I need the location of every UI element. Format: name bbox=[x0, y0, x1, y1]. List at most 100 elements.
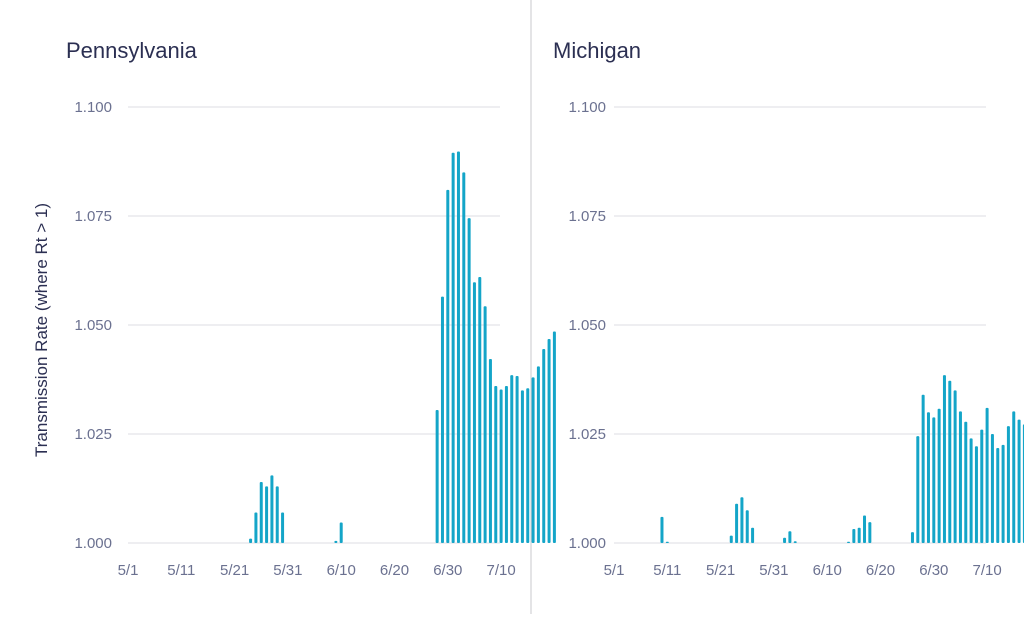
bar bbox=[275, 486, 279, 543]
x-tick-label: 5/1 bbox=[118, 562, 139, 579]
bar bbox=[974, 446, 978, 543]
bar bbox=[910, 532, 914, 543]
bar bbox=[751, 527, 755, 543]
bar bbox=[958, 411, 962, 543]
bar bbox=[735, 503, 739, 543]
bar bbox=[456, 151, 460, 543]
bar bbox=[852, 529, 856, 543]
y-axis-label: Transmission Rate (where Rt > 1) bbox=[32, 203, 51, 457]
bar bbox=[446, 189, 450, 543]
x-tick-label: 5/21 bbox=[220, 562, 249, 579]
bar bbox=[339, 522, 343, 543]
bar bbox=[510, 375, 514, 543]
x-tick-label: 6/30 bbox=[433, 562, 462, 579]
bar bbox=[281, 512, 285, 543]
x-tick-label: 5/31 bbox=[759, 562, 788, 579]
bar bbox=[259, 481, 263, 543]
bar bbox=[980, 429, 984, 543]
x-tick-label: 7/10 bbox=[972, 562, 1001, 579]
bar bbox=[857, 527, 861, 543]
bar bbox=[494, 386, 498, 543]
y-tick-label: 1.050 bbox=[74, 317, 112, 334]
bar bbox=[996, 447, 1000, 543]
chart-panel-michigan: 1.000 1.025 1.050 1.075 1.100 5/1 5/11 5/21 5/31… bbox=[568, 99, 1024, 579]
bar bbox=[990, 434, 994, 543]
y-tick-label: 1.075 bbox=[74, 208, 112, 225]
bar bbox=[1001, 444, 1005, 543]
bar bbox=[942, 375, 946, 543]
bar bbox=[536, 366, 540, 543]
bar bbox=[547, 338, 551, 543]
bar bbox=[542, 348, 546, 543]
y-tick-label: 1.075 bbox=[568, 208, 606, 225]
x-tick-label: 5/11 bbox=[167, 562, 195, 579]
bar bbox=[265, 486, 269, 543]
y-tick-label: 1.000 bbox=[568, 535, 606, 552]
bar bbox=[926, 412, 930, 543]
chart-panel-pennsylvania: 1.000 1.025 1.050 1.075 1.100 5/1 5/11 5/21 5/31… bbox=[74, 99, 556, 579]
x-tick-label: 6/10 bbox=[813, 562, 842, 579]
bar bbox=[793, 541, 797, 543]
bar bbox=[953, 390, 957, 543]
bar bbox=[729, 535, 733, 543]
bar bbox=[472, 282, 476, 543]
bar bbox=[483, 306, 487, 543]
bar bbox=[916, 436, 920, 543]
panel-title-pennsylvania: Pennsylvania bbox=[66, 38, 198, 63]
bar bbox=[488, 359, 492, 543]
x-tick-label: 5/11 bbox=[653, 562, 681, 579]
x-tick-label: 5/21 bbox=[706, 562, 735, 579]
bar bbox=[937, 408, 941, 543]
y-tick-label: 1.025 bbox=[568, 426, 606, 443]
bar bbox=[515, 376, 519, 543]
bar bbox=[969, 438, 973, 543]
x-tick-label: 5/1 bbox=[604, 562, 625, 579]
bar bbox=[665, 541, 669, 543]
bar bbox=[660, 516, 664, 543]
bar bbox=[440, 296, 444, 543]
bar bbox=[847, 541, 851, 543]
x-tick-label: 6/20 bbox=[380, 562, 409, 579]
bar bbox=[1017, 419, 1021, 543]
bar bbox=[948, 380, 952, 543]
bar bbox=[863, 515, 867, 543]
bar bbox=[504, 386, 508, 543]
bar bbox=[552, 331, 556, 543]
bar bbox=[964, 421, 968, 543]
bar bbox=[788, 531, 792, 543]
bar bbox=[1006, 426, 1010, 543]
y-tick-label: 1.100 bbox=[74, 99, 112, 116]
bar bbox=[249, 538, 253, 543]
bar bbox=[921, 394, 925, 543]
y-tick-label: 1.100 bbox=[568, 99, 606, 116]
y-tick-label: 1.025 bbox=[74, 426, 112, 443]
bar bbox=[467, 218, 471, 543]
x-tick-label: 6/20 bbox=[866, 562, 895, 579]
panel-title-michigan: Michigan bbox=[553, 38, 641, 63]
bar bbox=[254, 512, 258, 543]
x-tick-label: 7/10 bbox=[486, 562, 515, 579]
bar bbox=[531, 377, 535, 543]
y-tick-label: 1.050 bbox=[568, 317, 606, 334]
bar bbox=[783, 537, 787, 543]
bar bbox=[932, 417, 936, 543]
bar bbox=[270, 475, 274, 543]
bar bbox=[520, 390, 524, 543]
bar bbox=[334, 540, 338, 543]
bar bbox=[745, 510, 749, 543]
bar bbox=[1012, 411, 1016, 543]
bar bbox=[435, 410, 439, 543]
x-tick-label: 6/10 bbox=[327, 562, 356, 579]
bar bbox=[478, 277, 482, 543]
bar bbox=[451, 152, 455, 543]
bar bbox=[462, 172, 466, 543]
bar bbox=[985, 407, 989, 543]
bar bbox=[740, 497, 744, 543]
bar bbox=[526, 388, 530, 543]
bar bbox=[868, 522, 872, 543]
x-tick-label: 6/30 bbox=[919, 562, 948, 579]
bar bbox=[499, 389, 503, 543]
y-tick-label: 1.000 bbox=[74, 535, 112, 552]
